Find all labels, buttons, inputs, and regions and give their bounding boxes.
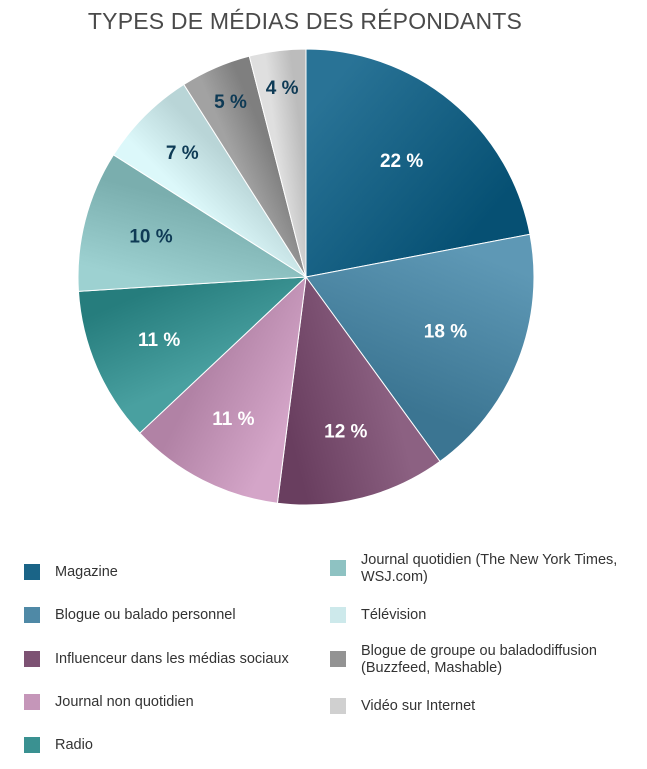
- legend-swatch-9: [330, 698, 346, 714]
- legend-item-8: Blogue de groupe ou baladodiffusion (Buz…: [330, 643, 597, 677]
- legend-item-4: Journal non quotidien: [24, 694, 194, 711]
- legend-item-9: Vidéo sur Internet: [330, 698, 475, 715]
- legend-swatch-5: [24, 737, 40, 753]
- legend-label-2: Blogue ou balado personnel: [55, 607, 236, 623]
- legend-item-7: Télévision: [330, 607, 426, 624]
- legend-swatch-6: [330, 560, 346, 576]
- legend-item-5: Radio: [24, 737, 93, 754]
- pie-slices: [77, 48, 535, 506]
- legend-label-1: Magazine: [55, 564, 118, 580]
- legend-label-9: Vidéo sur Internet: [361, 698, 476, 714]
- slice-label-2: 18 %: [424, 322, 467, 343]
- legend-label-4: Journal non quotidien: [55, 694, 194, 710]
- legend-swatch-3: [24, 651, 40, 667]
- slice-label-9: 4 %: [266, 78, 299, 99]
- slice-label-6: 10 %: [129, 227, 172, 248]
- pie-slice-9: [248, 48, 307, 278]
- slice-label-1: 22 %: [380, 151, 423, 172]
- legend-label-7: Télévision: [361, 607, 427, 623]
- legend-label-8: Blogue de groupe ou baladodiffusion (Buz…: [361, 643, 597, 676]
- legend-swatch-4: [24, 694, 40, 710]
- pie-slice-6: [77, 154, 308, 292]
- legend-swatch-1: [24, 564, 40, 580]
- legend-item-3: Influenceur dans les médias sociaux: [24, 651, 289, 668]
- pie-slice-1: [305, 48, 531, 278]
- slice-label-8: 5 %: [214, 92, 247, 113]
- legend-label-5: Radio: [55, 737, 93, 753]
- legend-swatch-2: [24, 607, 40, 623]
- pie-slice-3: [276, 275, 441, 506]
- slice-label-5: 11 %: [138, 330, 180, 351]
- chart-title: TYPES DE MÉDIAS DES RÉPONDANTS: [87, 8, 523, 34]
- pie-slice-4: [139, 275, 307, 504]
- slice-label-7: 7 %: [166, 143, 199, 164]
- legend-item-1: Magazine: [24, 564, 118, 581]
- legend-item-2: Blogue ou balado personnel: [24, 607, 236, 624]
- slice-label-3: 12 %: [324, 421, 367, 442]
- legend-item-6: Journal quotidien (The New York Times, W…: [330, 552, 617, 586]
- pie-chart: 22 % 18 % 12 % 11 % 11 % 10 % 7 % 5 % 4 %: [77, 48, 535, 506]
- pie-labels: 22 % 18 % 12 % 11 % 11 % 10 % 7 % 5 % 4 %: [129, 78, 467, 442]
- legend-swatch-7: [330, 607, 346, 623]
- slice-label-4: 11 %: [212, 409, 254, 430]
- pie-slice-5: [77, 276, 308, 434]
- legend-swatch-8: [330, 651, 346, 667]
- legend-label-6: Journal quotidien (The New York Times, W…: [361, 552, 618, 585]
- pie-slice-2: [305, 233, 535, 463]
- legend-label-3: Influenceur dans les médias sociaux: [55, 651, 289, 667]
